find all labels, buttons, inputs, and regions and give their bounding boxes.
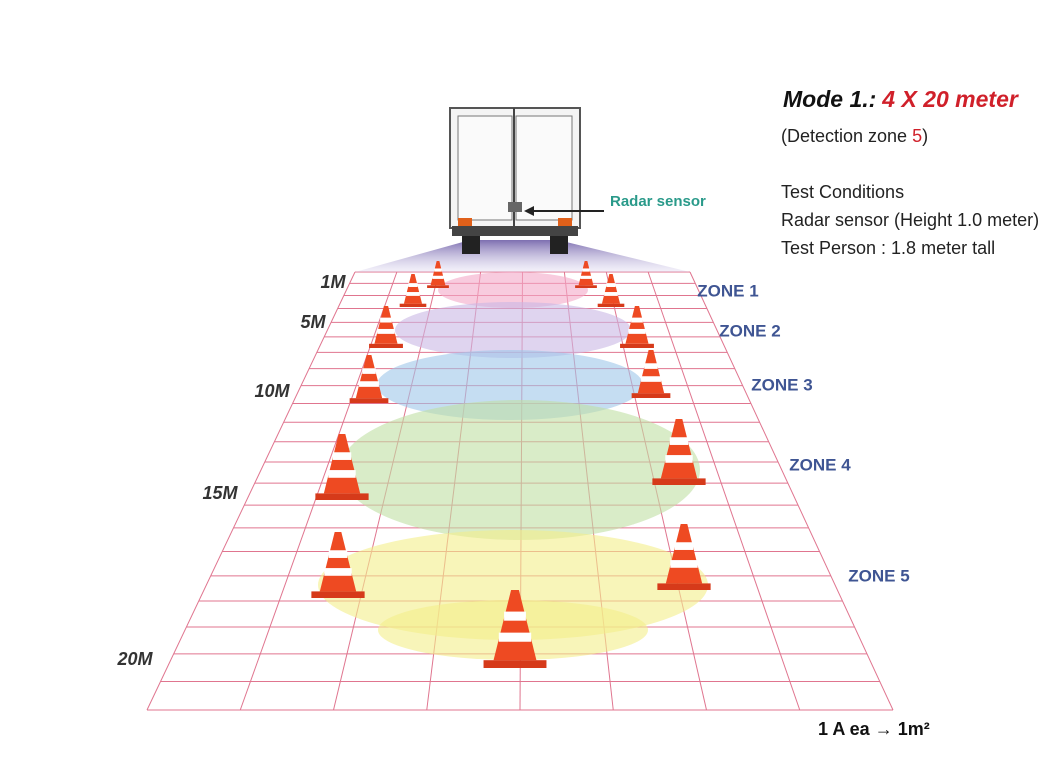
cone-stripe [580,275,592,279]
distance-label: 15M [202,483,238,503]
cone-stripe [432,275,444,279]
cone-base [631,393,671,398]
cone-stripe [628,328,646,334]
cone-base [620,343,654,348]
zone-areas [318,272,708,660]
cone-stripe [641,376,661,382]
distance-label: 20M [116,649,153,669]
cone-base [427,285,449,288]
grid-line [146,271,356,711]
cone-stripe [644,363,658,369]
cone-stripe [674,542,694,550]
cone-stripe [669,437,689,445]
zone-label: ZONE 2 [719,321,780,340]
cone-base [315,493,369,500]
cone-stripe [406,292,420,296]
zone-label: ZONE 1 [697,281,758,300]
cone-stripe [606,283,616,287]
cone-stripe [328,470,356,478]
cone [430,261,446,286]
zone-label: ZONE 5 [848,566,909,585]
mode-title: Mode 1.: 4 X 20 meter [783,86,1019,112]
footer: 1 A ea → 1m² [818,719,930,739]
zone-area [438,272,588,308]
distance-label: 5M [300,312,326,332]
zone-area [377,350,643,420]
cone-stripe [434,268,442,272]
cone-stripe [670,560,698,568]
zone-label: ZONE 4 [789,455,851,474]
cone-base [399,303,427,307]
cone [355,355,383,399]
cone-stripe [408,283,418,287]
detection-suffix: ) [922,126,928,146]
cone-stripe [665,455,693,463]
cone-stripe [604,292,618,296]
cone-stripe [359,381,379,387]
cone-stripe [328,550,348,558]
conditions-title: Test Conditions [781,182,904,202]
cone-stripe [498,632,532,642]
detection-zone: (Detection zone 5) [781,126,928,146]
cone [637,350,665,394]
cone-stripe [582,268,590,272]
cones [311,261,711,668]
cone [660,419,698,479]
cone [493,590,537,661]
cone-base [652,478,706,485]
cone [319,532,357,592]
zone-label: ZONE 3 [751,375,812,394]
radar-label: Radar sensor [610,193,706,210]
truck [355,107,690,272]
condition: Radar sensor (Height 1.0 meter) [781,210,1039,230]
grid-line [689,271,894,711]
cone-base [597,303,625,307]
distance-label: 1M [320,272,346,292]
cone-base [349,398,389,403]
mode-value: 4 X 20 meter [881,86,1019,112]
cone-stripe [504,611,526,621]
cone-base [369,343,403,348]
cone-stripe [631,317,643,323]
zone-area [395,302,631,358]
condition: Test Person : 1.8 meter tall [781,238,995,258]
cone [403,274,423,304]
cone [625,306,649,344]
cone-stripe [332,452,352,460]
distance-label: 10M [254,381,290,401]
cone [601,274,621,304]
cone-base [575,285,597,288]
cone-base [657,583,711,590]
cone [374,306,398,344]
cone-stripe [362,368,376,374]
zone-area [340,400,700,540]
cone [578,261,594,286]
detection-number: 5 [912,126,922,146]
cone [665,524,703,584]
mode-label: Mode 1.: [783,86,876,112]
cone-stripe [380,317,392,323]
cone-base [311,591,365,598]
cone-stripe [324,568,352,576]
grid-line [647,271,801,711]
cone-base [483,660,547,668]
cone [323,434,361,494]
cone-stripe [377,328,395,334]
detection-prefix: (Detection zone [781,126,912,146]
